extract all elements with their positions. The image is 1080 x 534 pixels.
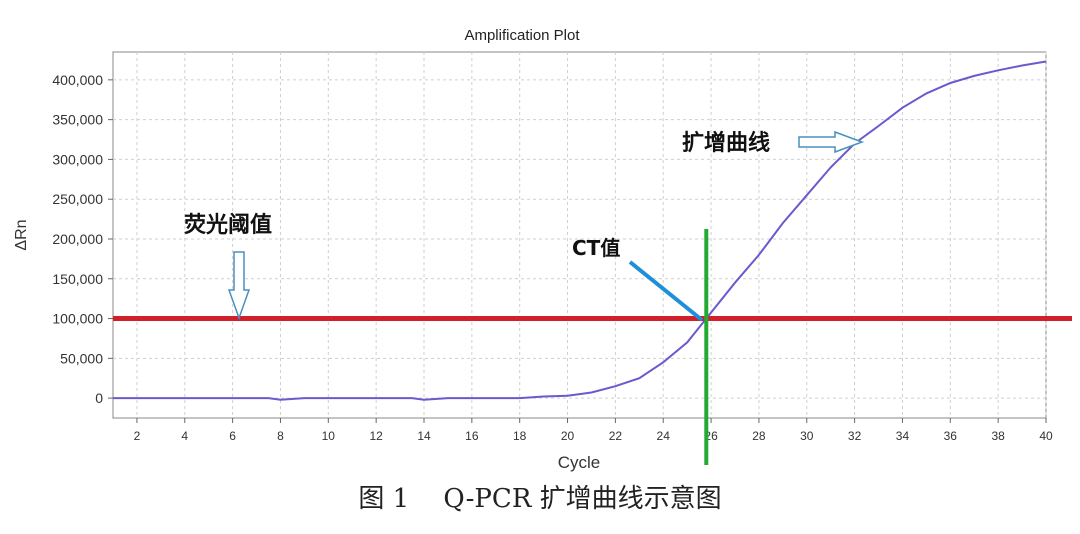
right-arrow-icon [798, 130, 865, 154]
y-tick-label: 300,000 [52, 151, 103, 167]
x-axis-label: Cycle [558, 453, 601, 472]
x-tick-label: 12 [369, 429, 383, 443]
x-tick-label: 4 [181, 429, 188, 443]
x-tick-label: 36 [944, 429, 958, 443]
x-tick-label: 28 [752, 429, 766, 443]
threshold-annotation: 荧光阈值 [184, 212, 272, 238]
x-tick-label: 22 [609, 429, 623, 443]
x-tick-label: 30 [800, 429, 814, 443]
x-tick-label: 34 [896, 429, 910, 443]
ct-pointer-line [628, 260, 704, 322]
x-tick-label: 32 [848, 429, 862, 443]
x-tick-label: 10 [322, 429, 336, 443]
y-tick-label: 350,000 [52, 112, 103, 128]
y-tick-label: 100,000 [52, 311, 103, 327]
y-tick-label: 400,000 [52, 72, 103, 88]
x-tick-label: 20 [561, 429, 575, 443]
y-tick-label: 250,000 [52, 191, 103, 207]
amplification-curve [113, 60, 1047, 401]
y-axis-ticks: 0 50,000 100,000 150,000 200,000 250,000 300,0… [52, 72, 113, 406]
x-tick-label: 18 [513, 429, 527, 443]
x-tick-label: 6 [229, 429, 236, 443]
y-tick-label: 200,000 [52, 231, 103, 247]
y-tick-label: 0 [95, 390, 103, 406]
down-arrow-icon [227, 251, 251, 321]
x-tick-label: 8 [277, 429, 284, 443]
x-tick-label: 16 [465, 429, 479, 443]
curve-annotation: 扩增曲线 [682, 130, 770, 156]
x-tick-label: 24 [657, 429, 671, 443]
figure-caption: 图 1 Q-PCR 扩增曲线示意图 [358, 484, 722, 514]
grid-lines [113, 52, 1047, 418]
x-tick-label: 38 [991, 429, 1005, 443]
x-tick-label: 40 [1039, 429, 1053, 443]
x-tick-label: 2 [134, 429, 141, 443]
y-axis-label: ΔRn [13, 219, 30, 250]
chart-title: Amplification Plot [464, 27, 580, 44]
plot-area [112, 51, 1047, 419]
ct-annotation: CT值 [572, 236, 620, 260]
x-axis-ticks: 2 4 6 8 10 12 14 16 18 20 22 24 26 28 30 32 34 36 38 40 [134, 418, 1053, 443]
y-tick-label: 50,000 [60, 350, 103, 366]
y-tick-label: 150,000 [52, 271, 103, 287]
x-tick-label: 14 [417, 429, 431, 443]
